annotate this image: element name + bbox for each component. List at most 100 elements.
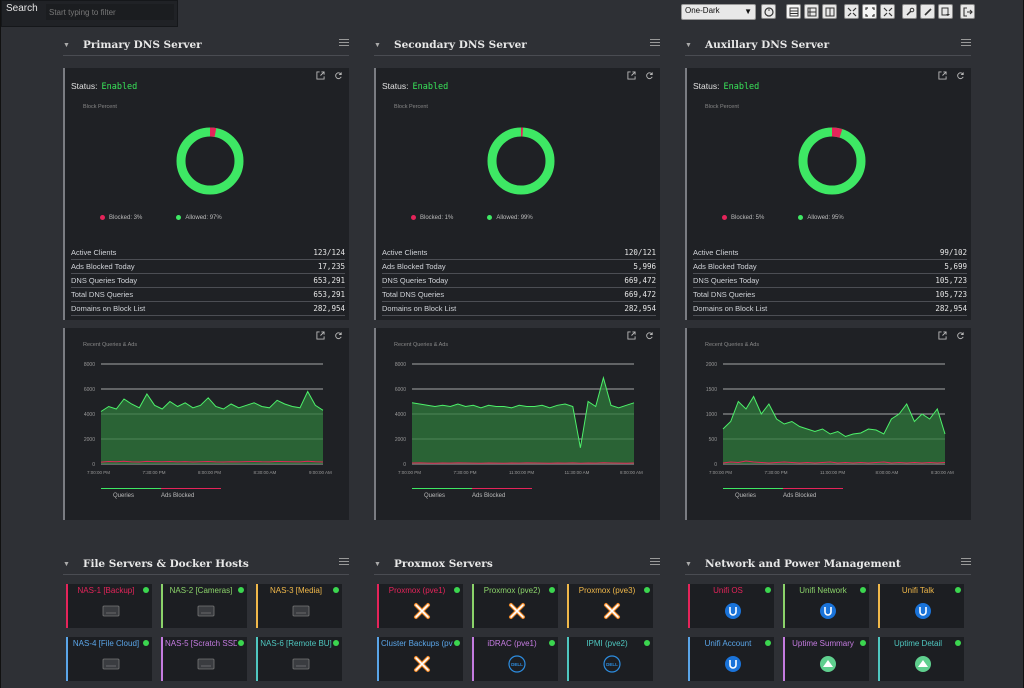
service-tile[interactable]: Unifi Network <box>783 584 869 628</box>
service-tile[interactable]: NAS-6 [Remote BU] <box>256 637 342 681</box>
queries-line <box>411 375 635 448</box>
section-header: ▼ Proxmox Servers <box>374 557 660 575</box>
service-tile[interactable]: Uptime Summary <box>783 637 869 681</box>
fullscreen-icon <box>864 6 875 17</box>
x-tick-label: 7:00:00 PM <box>709 470 732 475</box>
section-menu-icon[interactable] <box>650 38 660 47</box>
blocked-dot <box>100 215 105 220</box>
status-online-dot <box>454 587 460 593</box>
service-tile[interactable]: NAS-1 [Backup] <box>66 584 152 628</box>
nas-icon <box>197 605 215 617</box>
section-menu-icon[interactable] <box>961 557 971 566</box>
settings-button[interactable] <box>902 4 917 19</box>
fullscreen-button[interactable] <box>862 4 877 19</box>
stat-value: 99/102 <box>939 248 967 257</box>
allowed-dot <box>176 215 182 220</box>
uptime-icon <box>820 656 836 672</box>
refresh-icon[interactable] <box>956 71 965 80</box>
line-chart-title: Recent Queries & Ads <box>83 342 138 348</box>
stat-label: Total DNS Queries <box>71 290 134 299</box>
service-tile[interactable]: Uptime Detail <box>878 637 964 681</box>
service-tile[interactable]: iDRAC (pve1) DELL <box>472 637 558 681</box>
section-menu-icon[interactable] <box>961 38 971 47</box>
stat-value: 123/124 <box>313 248 345 257</box>
service-tile[interactable]: IPMI (pve2) DELL <box>567 637 653 681</box>
card-actions <box>627 331 654 340</box>
legend-allowed: Allowed: 95% <box>798 215 844 221</box>
proxmox-icon <box>604 603 620 619</box>
layout-columns-button[interactable] <box>822 4 837 19</box>
collapse-chevron-icon[interactable]: ▼ <box>63 561 70 568</box>
search-input[interactable] <box>46 4 174 20</box>
x-tick-label: 7:30:00 PM <box>143 470 166 475</box>
blocked-slice <box>487 127 555 195</box>
stat-row: DNS Queries Today 653,291 <box>71 274 345 288</box>
stat-row: Domains on Block List 282,954 <box>382 302 656 316</box>
status-online-dot <box>333 640 339 646</box>
service-tile[interactable]: Proxmox (pve3) <box>567 584 653 628</box>
service-tile[interactable]: Unifi OS <box>688 584 774 628</box>
section-menu-icon[interactable] <box>339 557 349 566</box>
stat-label: Total DNS Queries <box>382 290 445 299</box>
stat-row: Domains on Block List 282,954 <box>693 302 967 316</box>
section-divider <box>63 574 349 575</box>
service-tile[interactable]: Proxmox (pve2) <box>472 584 558 628</box>
service-tile[interactable]: Cluster Backups (pve1) <box>377 637 463 681</box>
collapse-chevron-icon[interactable]: ▼ <box>63 42 70 49</box>
status-online-dot <box>549 640 555 646</box>
list-icon <box>807 7 816 16</box>
service-tile[interactable]: NAS-4 [File Cloud] <box>66 637 152 681</box>
collapse-chevron-icon[interactable]: ▼ <box>374 42 381 49</box>
service-tile[interactable]: Unifi Account <box>688 637 774 681</box>
open-external-icon[interactable] <box>938 71 947 80</box>
palette-button[interactable] <box>761 4 776 19</box>
refresh-icon[interactable] <box>645 331 654 340</box>
open-external-icon[interactable] <box>316 71 325 80</box>
card-actions <box>627 71 654 80</box>
open-external-icon[interactable] <box>627 331 636 340</box>
service-tile[interactable]: Unifi Talk <box>878 584 964 628</box>
stat-row: Ads Blocked Today 17,235 <box>71 260 345 274</box>
refresh-icon[interactable] <box>334 71 343 80</box>
service-tile[interactable]: NAS-5 [Scratch SSD] <box>161 637 247 681</box>
service-name: NAS-1 [Backup] <box>77 586 135 595</box>
refresh-icon[interactable] <box>645 71 654 80</box>
grid-icon <box>789 7 798 16</box>
y-tick-label: 4000 <box>84 412 95 418</box>
legend-blocked: Blocked: 3% <box>100 215 142 221</box>
collapse-chevron-icon[interactable]: ▼ <box>685 561 692 568</box>
refresh-icon[interactable] <box>334 331 343 340</box>
service-tile[interactable]: Proxmox (pve1) <box>377 584 463 628</box>
collapse-button[interactable] <box>844 4 859 19</box>
allowed-dot <box>487 215 493 220</box>
service-name: Uptime Detail <box>893 639 942 648</box>
queries-chart-card: Recent Queries & Ads 2000 1500 1000 500 0 7:00… <box>685 328 971 520</box>
stat-row: DNS Queries Today 669,472 <box>382 274 656 288</box>
legend-blocked: Blocked: 1% <box>411 215 453 221</box>
stat-row: Ads Blocked Today 5,996 <box>382 260 656 274</box>
service-tile[interactable]: NAS-2 [Cameras] <box>161 584 247 628</box>
collapse-chevron-icon[interactable]: ▼ <box>685 42 692 49</box>
refresh-icon[interactable] <box>956 331 965 340</box>
open-external-icon[interactable] <box>316 331 325 340</box>
logout-button[interactable] <box>960 4 975 19</box>
section-menu-icon[interactable] <box>339 38 349 47</box>
card-actions <box>316 71 343 80</box>
stats-table: Active Clients 123/124 Ads Blocked Today 17… <box>71 246 345 316</box>
expand-button[interactable] <box>880 4 895 19</box>
section-menu-icon[interactable] <box>650 557 660 566</box>
add-button[interactable] <box>938 4 953 19</box>
layout-list-button[interactable] <box>804 4 819 19</box>
edit-button[interactable] <box>920 4 935 19</box>
theme-select[interactable]: One-Dark ▼ <box>681 4 756 20</box>
service-tile[interactable]: NAS-3 [Media] <box>256 584 342 628</box>
service-name: Unifi OS <box>713 586 743 595</box>
ads-swatch <box>472 488 532 489</box>
open-external-icon[interactable] <box>627 71 636 80</box>
collapse-chevron-icon[interactable]: ▼ <box>374 561 381 568</box>
stat-row: DNS Queries Today 105,723 <box>693 274 967 288</box>
x-tick-label: 9:00:00 AM <box>309 470 332 475</box>
x-tick-label: 8:00:00 AM <box>876 470 899 475</box>
layout-grid-button[interactable] <box>786 4 801 19</box>
open-external-icon[interactable] <box>938 331 947 340</box>
